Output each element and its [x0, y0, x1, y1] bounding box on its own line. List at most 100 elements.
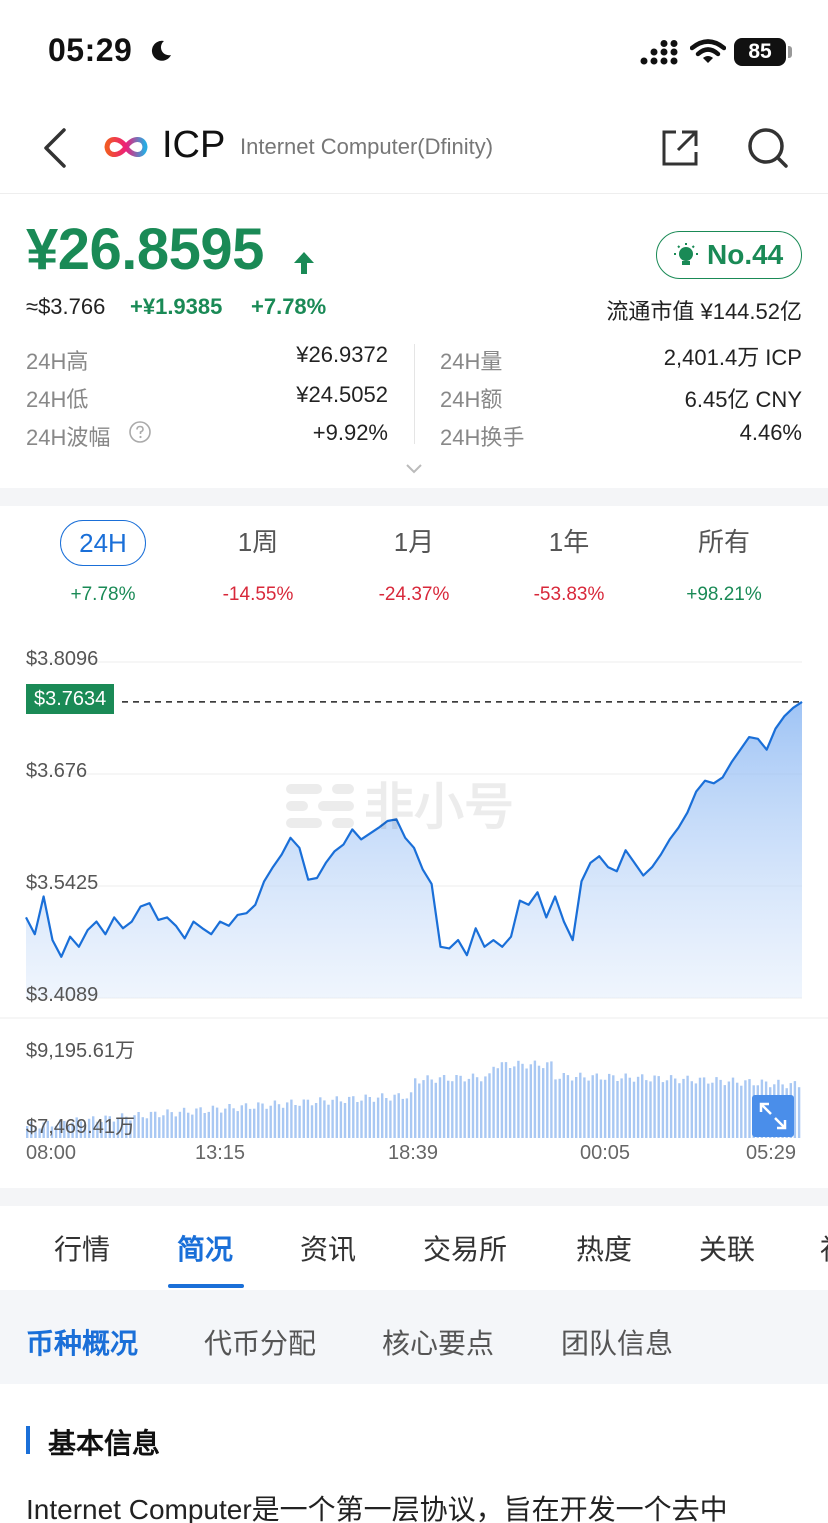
- period-tab-1m[interactable]: 1月 -24.37%: [344, 520, 484, 606]
- period-change: +98.21%: [686, 584, 762, 605]
- stat-volume-value: 2,401.4万 ICP: [663, 345, 802, 370]
- period-tab-1w[interactable]: 1周 -14.55%: [188, 520, 328, 606]
- stat-high-value: ¥26.9372: [296, 342, 388, 367]
- coin-symbol: ICP: [162, 124, 226, 166]
- volume-bar: [385, 1098, 388, 1138]
- rank-badge[interactable]: No.44: [656, 231, 802, 279]
- volume-bar: [141, 1117, 144, 1138]
- volume-bar: [348, 1096, 351, 1138]
- volume-bar: [331, 1099, 334, 1138]
- volume-bar: [719, 1079, 722, 1138]
- tab-popularity[interactable]: 热度: [576, 1234, 633, 1265]
- volume-bar: [542, 1068, 545, 1138]
- volume-bar: [496, 1068, 499, 1138]
- volume-bar: [686, 1075, 689, 1138]
- period-change: -24.37%: [378, 584, 450, 605]
- volume-bar: [323, 1100, 326, 1138]
- volume-bar: [162, 1115, 165, 1138]
- volume-bar: [54, 1125, 58, 1138]
- tab-market[interactable]: 行情: [54, 1234, 111, 1265]
- volume-bar: [740, 1085, 743, 1138]
- chevron-down-icon[interactable]: [404, 462, 424, 476]
- help-icon[interactable]: [128, 420, 152, 444]
- price-cny: ¥26.8595: [26, 217, 264, 282]
- section-divider: [0, 1188, 828, 1206]
- period-change: -53.83%: [533, 584, 605, 605]
- stat-amount-label: 24H额: [440, 387, 503, 412]
- tab-news[interactable]: 资讯: [300, 1234, 357, 1265]
- tab-social[interactable]: 社: [820, 1228, 828, 1268]
- y-tick-label: $3.676: [26, 760, 88, 782]
- volume-bar: [343, 1103, 347, 1138]
- subtab-coin-overview[interactable]: 币种概况: [26, 1328, 139, 1359]
- section-heading-accent: [26, 1426, 30, 1454]
- volume-bar: [67, 1126, 70, 1138]
- volume-bar: [575, 1077, 578, 1138]
- subtab-team-info[interactable]: 团队信息: [561, 1328, 674, 1359]
- volume-bar: [558, 1078, 561, 1138]
- section-divider: [0, 488, 828, 506]
- volume-bar: [352, 1096, 355, 1138]
- volume-bar: [504, 1062, 508, 1138]
- search-icon[interactable]: [746, 126, 790, 170]
- volume-bar: [187, 1112, 190, 1138]
- volume-bar: [63, 1120, 66, 1138]
- tab-exchanges[interactable]: 交易所: [423, 1234, 508, 1265]
- volume-bar: [154, 1111, 157, 1138]
- price-chart-svg: [0, 661, 828, 1138]
- section-heading: 基本信息: [48, 1428, 161, 1459]
- stat-turnover-label: 24H换手: [440, 425, 525, 450]
- volume-bar: [104, 1115, 107, 1138]
- share-icon[interactable]: [660, 128, 700, 168]
- volume-bar: [372, 1101, 376, 1138]
- period-tab-all[interactable]: 所有 +98.21%: [654, 520, 794, 606]
- volume-bar: [224, 1108, 227, 1138]
- volume-bar: [612, 1075, 615, 1138]
- volume-bar: [253, 1108, 256, 1138]
- volume-bar: [641, 1074, 644, 1138]
- fullscreen-button[interactable]: [752, 1095, 794, 1137]
- volume-bar: [608, 1073, 611, 1138]
- volume-bar: [727, 1081, 731, 1138]
- tab-overview[interactable]: 简况: [177, 1234, 234, 1265]
- period-tab-24h[interactable]: 24H +7.78%: [33, 520, 173, 606]
- subtab-token-distribution[interactable]: 代币分配: [204, 1328, 317, 1359]
- volume-bar: [661, 1082, 665, 1138]
- volume-bar: [570, 1080, 574, 1138]
- status-bar: 05:29 85: [0, 0, 828, 100]
- volume-bar: [517, 1060, 520, 1138]
- period-tab-label: 所有: [697, 527, 750, 557]
- period-tab-label: 24H: [60, 520, 146, 566]
- volume-bar: [537, 1065, 541, 1138]
- volume-bar: [236, 1111, 239, 1138]
- stat-amplitude-label: 24H波幅: [26, 425, 111, 450]
- tab-related[interactable]: 关联: [699, 1234, 756, 1265]
- volume-bar: [174, 1116, 177, 1138]
- volume-bar: [96, 1121, 99, 1138]
- volume-bar: [665, 1080, 669, 1138]
- volume-bar: [632, 1081, 636, 1138]
- volume-bar: [628, 1077, 631, 1138]
- volume-bar: [414, 1078, 417, 1138]
- volume-bar: [376, 1097, 380, 1138]
- volume-bar: [215, 1107, 219, 1138]
- subtab-key-points[interactable]: 核心要点: [382, 1328, 495, 1359]
- volume-bar: [645, 1080, 648, 1138]
- volume-bar: [393, 1094, 396, 1138]
- volume-bar: [397, 1093, 400, 1138]
- volume-bar: [731, 1077, 735, 1138]
- back-icon[interactable]: [38, 126, 72, 170]
- volume-bar: [599, 1079, 603, 1138]
- volume-bar: [480, 1081, 483, 1138]
- volume-bar: [112, 1121, 116, 1138]
- volume-bar: [195, 1108, 198, 1138]
- period-tab-1y[interactable]: 1年 -53.83%: [499, 520, 639, 606]
- x-tick-label: 00:05: [580, 1142, 631, 1164]
- volume-bar: [327, 1104, 330, 1138]
- volume-bar: [339, 1101, 343, 1138]
- volume-bar: [286, 1102, 289, 1138]
- volume-bar: [715, 1077, 718, 1138]
- volume-bar: [550, 1061, 553, 1138]
- volume-bar: [591, 1075, 594, 1138]
- price-chart[interactable]: $3.8096 $3.676 $3.5425 $3.4089 $3.7634 非…: [0, 626, 828, 1186]
